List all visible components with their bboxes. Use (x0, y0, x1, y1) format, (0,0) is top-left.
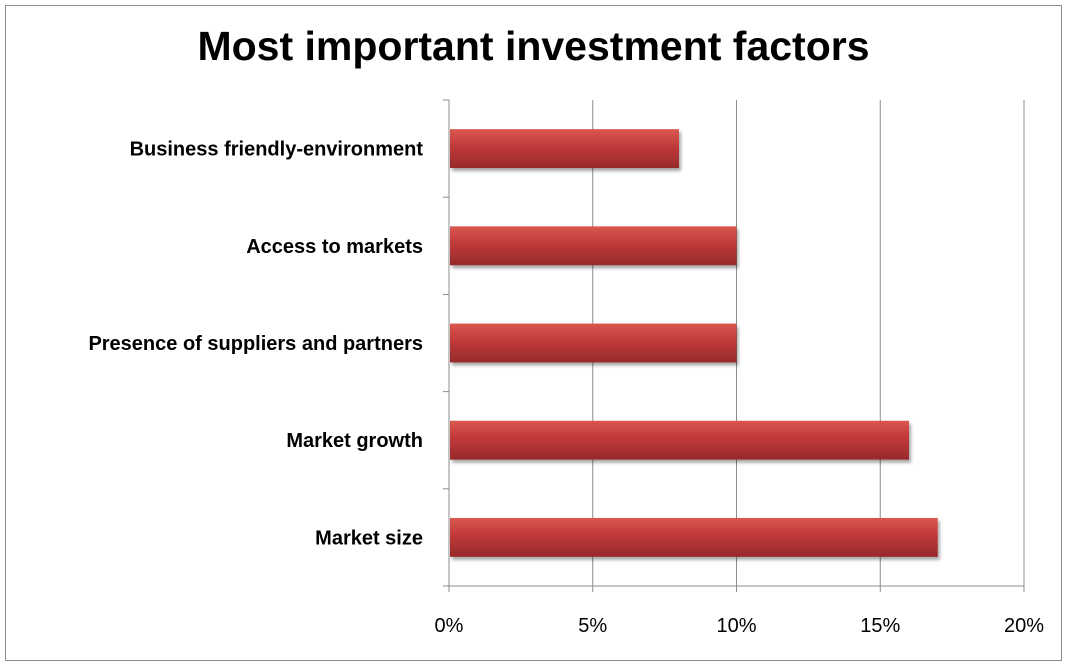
bars (450, 129, 938, 557)
category-label: Market size (315, 527, 423, 549)
category-label: Market growth (286, 430, 423, 452)
bar (450, 420, 909, 460)
x-tick-label: 10% (716, 615, 756, 637)
bar (450, 323, 737, 363)
category-label: Business friendly-environment (130, 139, 424, 161)
labels: 0% 5% 10% 15% 20% Business friendly-environme… (88, 139, 1044, 637)
x-tick-label: 5% (578, 615, 607, 637)
x-tick-label: 15% (860, 615, 900, 637)
chart-title: Most important investment factors (197, 23, 870, 69)
x-tick-label: 20% (1004, 615, 1044, 637)
category-label: Presence of suppliers and partners (88, 333, 423, 355)
bar (450, 129, 679, 169)
category-label: Access to markets (246, 236, 423, 258)
axes (443, 99, 1025, 592)
bar (450, 226, 737, 266)
bar (450, 517, 938, 557)
x-tick-label: 0% (435, 615, 464, 637)
